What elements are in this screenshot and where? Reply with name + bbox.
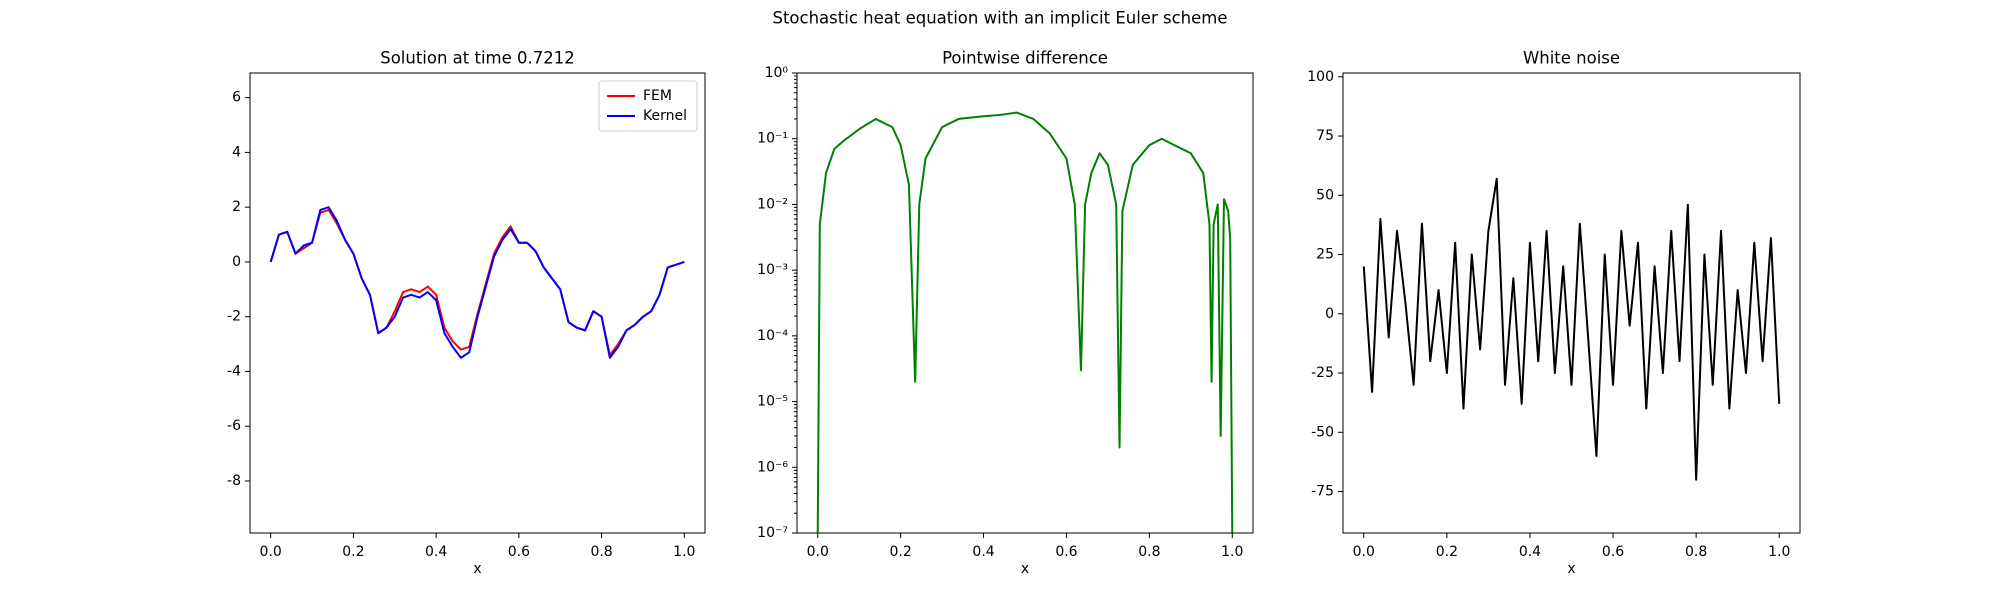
y-tick-label: 0: [232, 254, 241, 270]
y-tick-label: -25: [1311, 365, 1334, 381]
x-tick-label: 0.2: [890, 544, 912, 560]
y-tick-label: 6: [232, 90, 241, 106]
data-line: [269, 206, 685, 359]
y-tick-label: 75: [1316, 128, 1334, 144]
chart-title: White noise: [1523, 49, 1620, 68]
y-tick-label: 100: [1307, 69, 1334, 85]
plot-frame: [1342, 72, 1801, 534]
y-tick-label: -4: [227, 363, 241, 379]
x-tick-label: 0.4: [972, 544, 994, 560]
y-tick-label: 4: [232, 144, 241, 160]
x-axis-label: x: [1021, 561, 1029, 577]
y-tick-label: 25: [1316, 247, 1334, 263]
x-tick-label: 0.2: [1436, 544, 1458, 560]
plot-frame: [249, 72, 706, 534]
data-line: [1362, 177, 1781, 481]
x-tick-label: 1.0: [1221, 544, 1243, 560]
x-tick-label: 0.0: [807, 544, 829, 560]
y-tick-label: 10⁻⁷: [757, 525, 788, 541]
x-tick-label: 0.8: [1138, 544, 1160, 560]
y-tick-label: -50: [1311, 424, 1334, 440]
y-tick-label: -8: [227, 473, 241, 489]
y-tick-label: 10⁻²: [757, 196, 788, 212]
y-tick-label: 0: [1325, 306, 1334, 322]
y-tick-label: 10⁰: [765, 65, 789, 81]
x-tick-label: 0.0: [260, 544, 282, 560]
x-tick-label: 0.4: [1519, 544, 1541, 560]
y-tick-label: 10⁻³: [757, 262, 788, 278]
x-tick-label: 0.6: [1602, 544, 1624, 560]
y-tick-label: -6: [227, 418, 241, 434]
x-tick-label: 1.0: [1768, 544, 1790, 560]
x-tick-label: 0.8: [590, 544, 612, 560]
y-tick-label: 10⁻⁴: [757, 328, 788, 344]
y-tick-label: 50: [1316, 187, 1334, 203]
x-axis-label: x: [473, 561, 481, 577]
x-tick-label: 0.0: [1353, 544, 1375, 560]
x-tick-label: 0.2: [342, 544, 364, 560]
data-line: [816, 111, 1234, 534]
plot-frame: [796, 72, 1254, 534]
y-tick-label: 10⁻¹: [757, 131, 788, 147]
y-tick-label: -75: [1311, 484, 1334, 500]
data-line: [269, 208, 685, 357]
figure-title: Stochastic heat equation with an implici…: [772, 9, 1227, 28]
legend-box: [598, 80, 698, 132]
x-tick-label: 1.0: [673, 544, 695, 560]
x-tick-label: 0.6: [1055, 544, 1077, 560]
chart-title: Solution at time 0.7212: [380, 49, 575, 68]
x-axis-label: x: [1567, 561, 1575, 577]
y-tick-label: 10⁻⁵: [757, 394, 788, 410]
chart-title: Pointwise difference: [942, 49, 1108, 68]
x-tick-label: 0.8: [1685, 544, 1707, 560]
y-tick-label: 10⁻⁶: [757, 459, 788, 475]
legend-label: FEM: [643, 88, 672, 104]
y-tick-label: 2: [232, 199, 241, 215]
x-tick-label: 0.4: [425, 544, 447, 560]
y-tick-label: -2: [227, 309, 241, 325]
x-tick-label: 0.6: [508, 544, 530, 560]
legend-label: Kernel: [643, 108, 687, 124]
